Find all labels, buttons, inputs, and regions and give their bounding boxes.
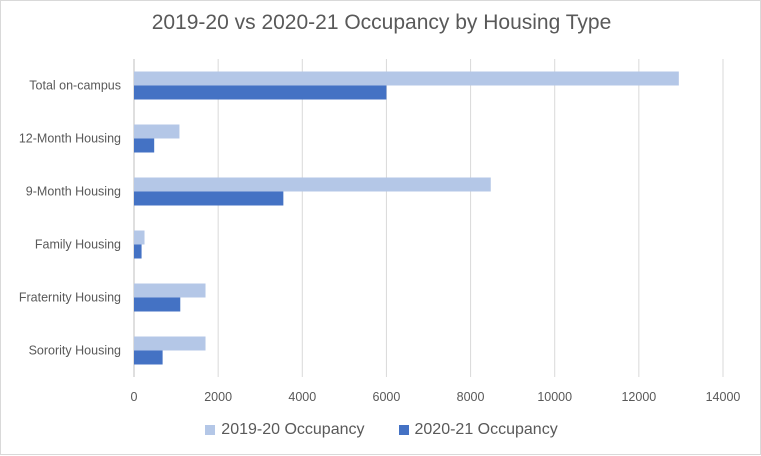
category-label: Fraternity Housing xyxy=(19,291,121,305)
legend-swatch-2020-21 xyxy=(398,425,409,435)
x-tick-label: 2000 xyxy=(204,390,232,404)
bar-2019-20 xyxy=(134,230,145,245)
chart-title: 2019-20 vs 2020-21 Occupancy by Housing … xyxy=(151,11,612,34)
x-tick-label: 6000 xyxy=(373,390,401,404)
x-tick-label: 4000 xyxy=(288,390,316,404)
legend: 2019-20 Occupancy 2020-21 Occupancy xyxy=(1,421,761,439)
x-tick-label: 12000 xyxy=(621,390,656,404)
bars xyxy=(134,71,679,365)
x-tick-labels: 0 2000 4000 6000 8000 10000 12000 14000 xyxy=(131,390,741,404)
bar-2019-20 xyxy=(134,177,491,192)
category-label: Family Housing xyxy=(35,238,121,252)
category-label: Sorority Housing xyxy=(29,344,121,358)
bar-2019-20 xyxy=(134,71,679,86)
bar-2020-21 xyxy=(134,297,181,312)
x-tick-label: 10000 xyxy=(537,390,572,404)
legend-label-2019-20: 2019-20 Occupancy xyxy=(221,421,365,438)
legend-item-2019-20: 2019-20 Occupancy xyxy=(205,421,365,439)
x-tick-label: 8000 xyxy=(457,390,485,404)
category-labels: Total on-campus 12-Month Housing 9-Month H… xyxy=(19,79,121,358)
bar-2019-20 xyxy=(134,124,180,139)
x-tick-label: 0 xyxy=(131,390,138,404)
legend-item-2020-21: 2020-21 Occupancy xyxy=(398,421,558,439)
bar-2019-20 xyxy=(134,283,206,298)
category-label: 9-Month Housing xyxy=(26,185,121,199)
gridlines xyxy=(133,59,724,377)
category-label: Total on-campus xyxy=(29,79,121,93)
bar-2020-21 xyxy=(134,191,284,206)
bar-2019-20 xyxy=(134,336,206,351)
legend-swatch-2019-20 xyxy=(205,425,216,435)
bar-2020-21 xyxy=(134,244,142,259)
legend-label-2020-21: 2020-21 Occupancy xyxy=(414,421,558,438)
x-tick-label: 14000 xyxy=(706,390,741,404)
category-label: 12-Month Housing xyxy=(19,132,121,146)
bar-2020-21 xyxy=(134,138,155,153)
bar-2020-21 xyxy=(134,350,163,365)
bar-2020-21 xyxy=(134,85,387,100)
